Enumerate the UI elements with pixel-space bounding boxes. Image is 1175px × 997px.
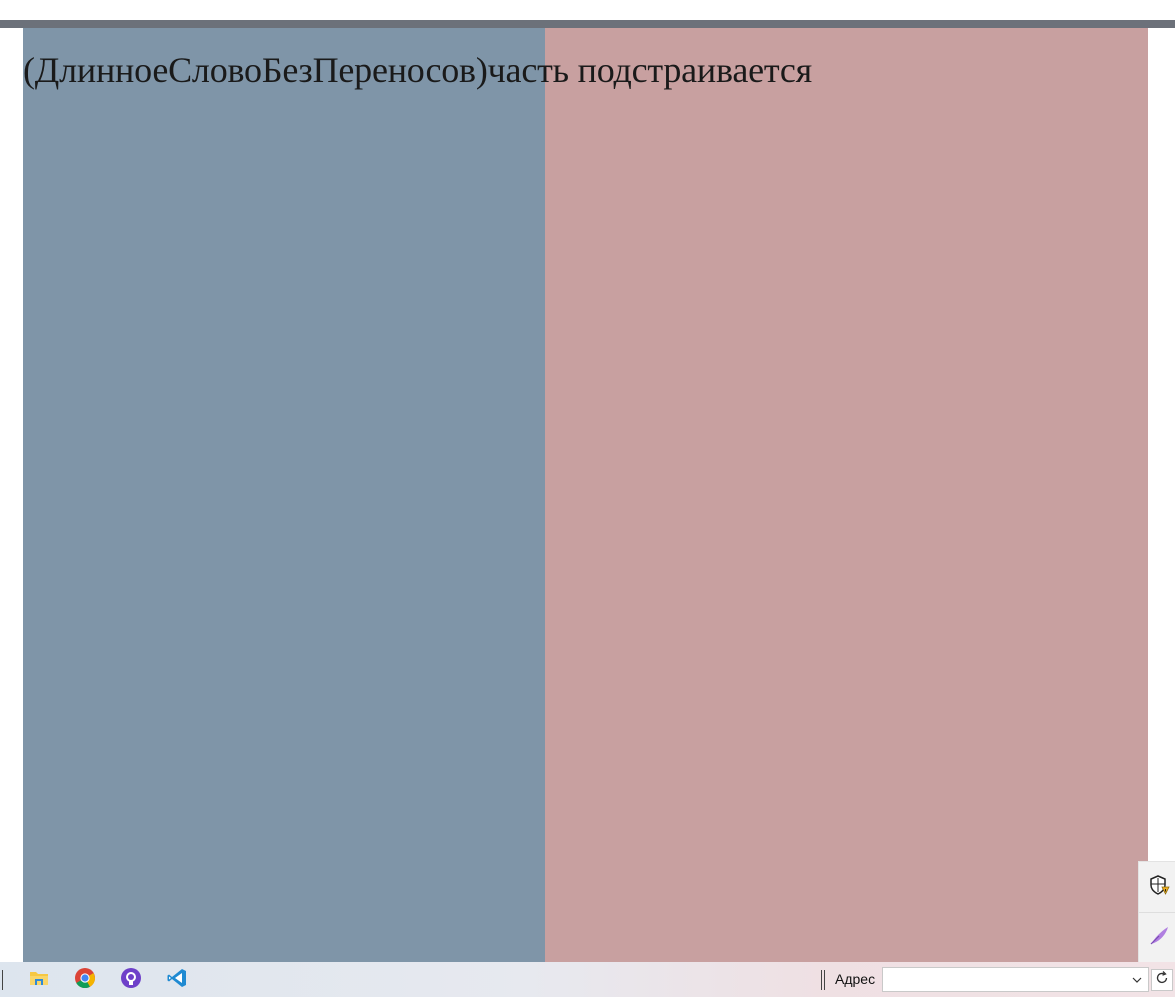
shield-warning-icon: [1147, 873, 1171, 902]
address-input[interactable]: [882, 967, 1149, 992]
file-explorer-icon: [28, 967, 50, 994]
refresh-button[interactable]: [1151, 969, 1173, 991]
side-pane: [1138, 861, 1175, 964]
taskbar-separator: [821, 970, 822, 990]
right-column: [545, 28, 1148, 964]
file-explorer-button[interactable]: [27, 968, 51, 992]
github-desktop-icon: [120, 967, 142, 994]
feather-pen-button[interactable]: [1147, 922, 1175, 952]
github-desktop-button[interactable]: [119, 967, 143, 994]
demo-text: (ДлинноеСловоБезПереносов)часть подстраи…: [23, 50, 812, 90]
side-pane-divider: [1139, 912, 1175, 913]
taskbar-separator: [824, 970, 825, 990]
refresh-icon: [1154, 970, 1170, 991]
taskbar-separator: [2, 970, 3, 990]
left-column: [23, 28, 545, 964]
chrome-icon: [74, 967, 96, 994]
feather-pen-icon: [1147, 923, 1171, 952]
top-border: [0, 20, 1175, 28]
address-label: Адрес: [835, 971, 876, 987]
two-column-demo: [23, 28, 1148, 964]
shield-warning-button[interactable]: [1147, 872, 1175, 902]
taskbar: Адрес: [0, 962, 1175, 997]
chevron-down-icon[interactable]: [1130, 973, 1144, 987]
chrome-button[interactable]: [73, 967, 97, 994]
vscode-button[interactable]: [165, 968, 189, 992]
vscode-icon: [166, 967, 188, 994]
